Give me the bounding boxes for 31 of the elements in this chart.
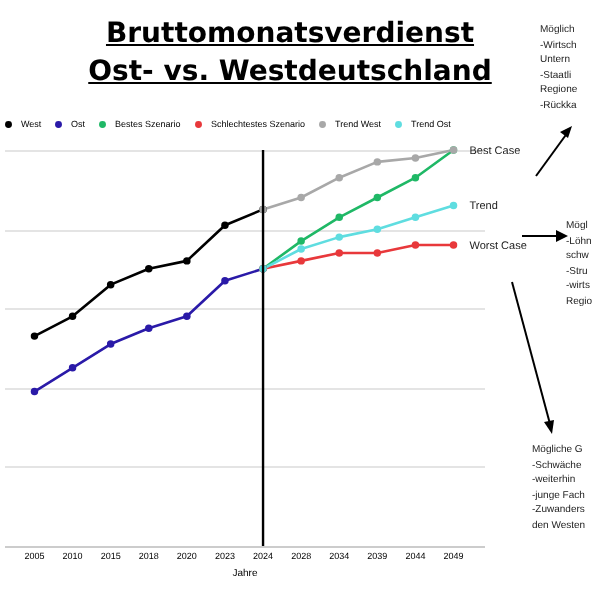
point (145, 324, 153, 332)
point (373, 158, 382, 166)
point (335, 233, 343, 241)
point (183, 312, 191, 321)
point (145, 265, 153, 273)
point (221, 221, 229, 229)
point (373, 193, 382, 202)
point (335, 173, 343, 182)
point (297, 193, 305, 202)
point (335, 213, 343, 222)
chart-title: Bruttomonatsverdienst Ost- vs. Westdeutschland (86, 16, 494, 92)
point (411, 173, 420, 182)
point (183, 257, 191, 265)
point (221, 276, 229, 285)
point (106, 340, 115, 348)
point (30, 332, 39, 340)
point (30, 387, 39, 396)
point (297, 245, 305, 253)
point (411, 154, 420, 162)
point (297, 257, 305, 265)
point (449, 241, 458, 249)
point (373, 225, 382, 233)
point (373, 249, 382, 257)
point (68, 312, 77, 321)
point (68, 364, 77, 372)
point (411, 241, 420, 249)
point (106, 280, 115, 289)
point (449, 201, 458, 210)
point (335, 249, 343, 257)
point (297, 237, 305, 245)
point (411, 213, 420, 222)
